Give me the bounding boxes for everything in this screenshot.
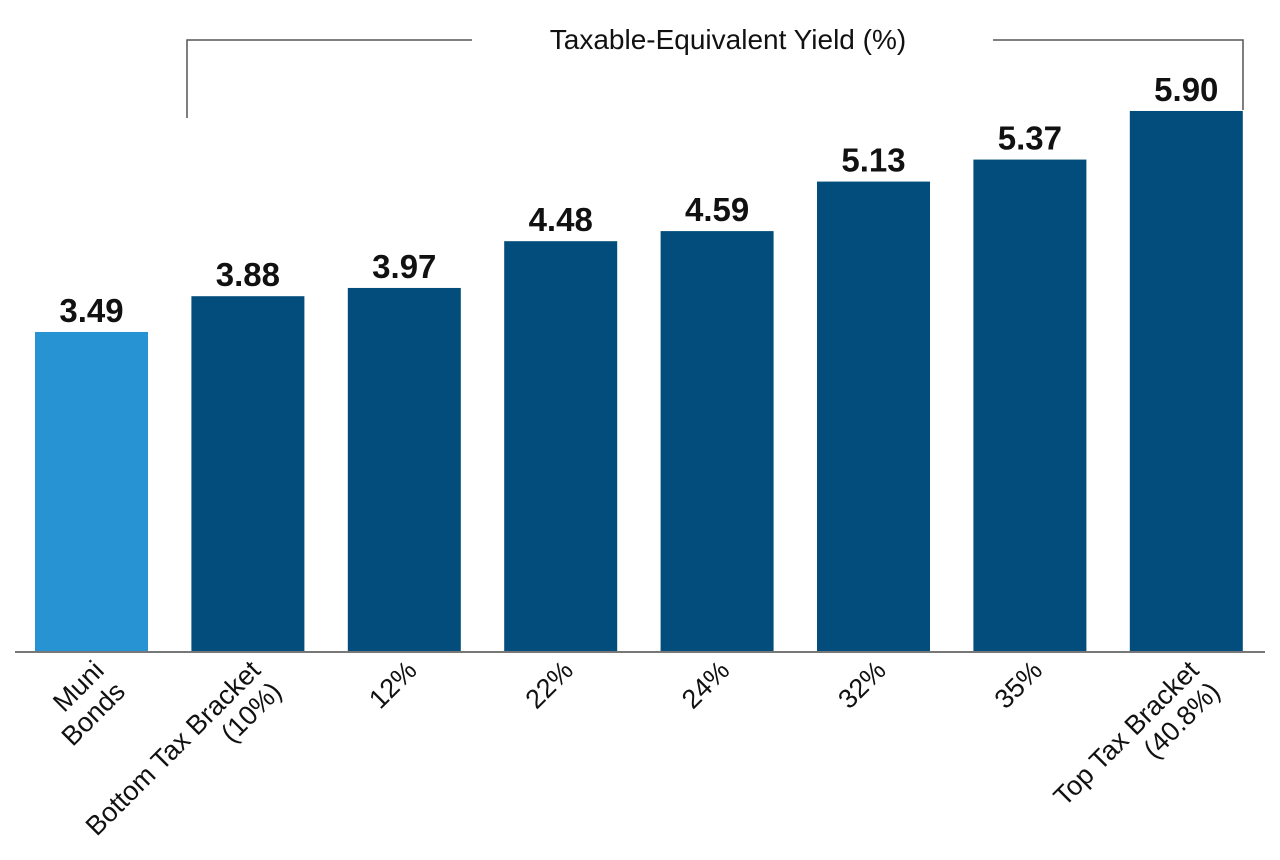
bar <box>660 231 774 653</box>
bar <box>191 296 305 652</box>
title-bracket: Taxable-Equivalent Yield (%) <box>186 24 1244 118</box>
bar <box>35 331 148 652</box>
category-label-line: 12% <box>363 655 422 714</box>
value-label: 5.90 <box>1154 71 1218 108</box>
category-label: 32% <box>832 655 891 714</box>
category-label: 12% <box>363 655 422 714</box>
value-label: 4.59 <box>685 191 749 228</box>
category-label: 35% <box>989 655 1048 714</box>
chart-title: Taxable-Equivalent Yield (%) <box>550 24 906 55</box>
bracket-right-line <box>993 39 1244 110</box>
value-label: 3.88 <box>216 256 280 293</box>
bar <box>973 159 1087 653</box>
value-label: 3.97 <box>372 248 436 285</box>
category-label-line: 35% <box>989 655 1048 714</box>
value-label: 5.13 <box>841 142 905 179</box>
category-label-line: 24% <box>676 655 735 714</box>
category-label-line: 32% <box>832 655 891 714</box>
bar <box>817 181 930 653</box>
category-label: 24% <box>676 655 735 714</box>
bracket-left-line <box>186 39 472 118</box>
value-label: 3.49 <box>59 292 123 329</box>
value-label: 4.48 <box>529 201 593 238</box>
bar <box>1129 110 1243 653</box>
category-label: Top Tax Bracket(40.8%) <box>1048 655 1226 812</box>
category-label-line: 22% <box>520 655 579 714</box>
bar <box>347 287 461 652</box>
value-label: 5.37 <box>998 120 1062 157</box>
bar <box>504 241 618 652</box>
category-label: 22% <box>520 655 579 714</box>
